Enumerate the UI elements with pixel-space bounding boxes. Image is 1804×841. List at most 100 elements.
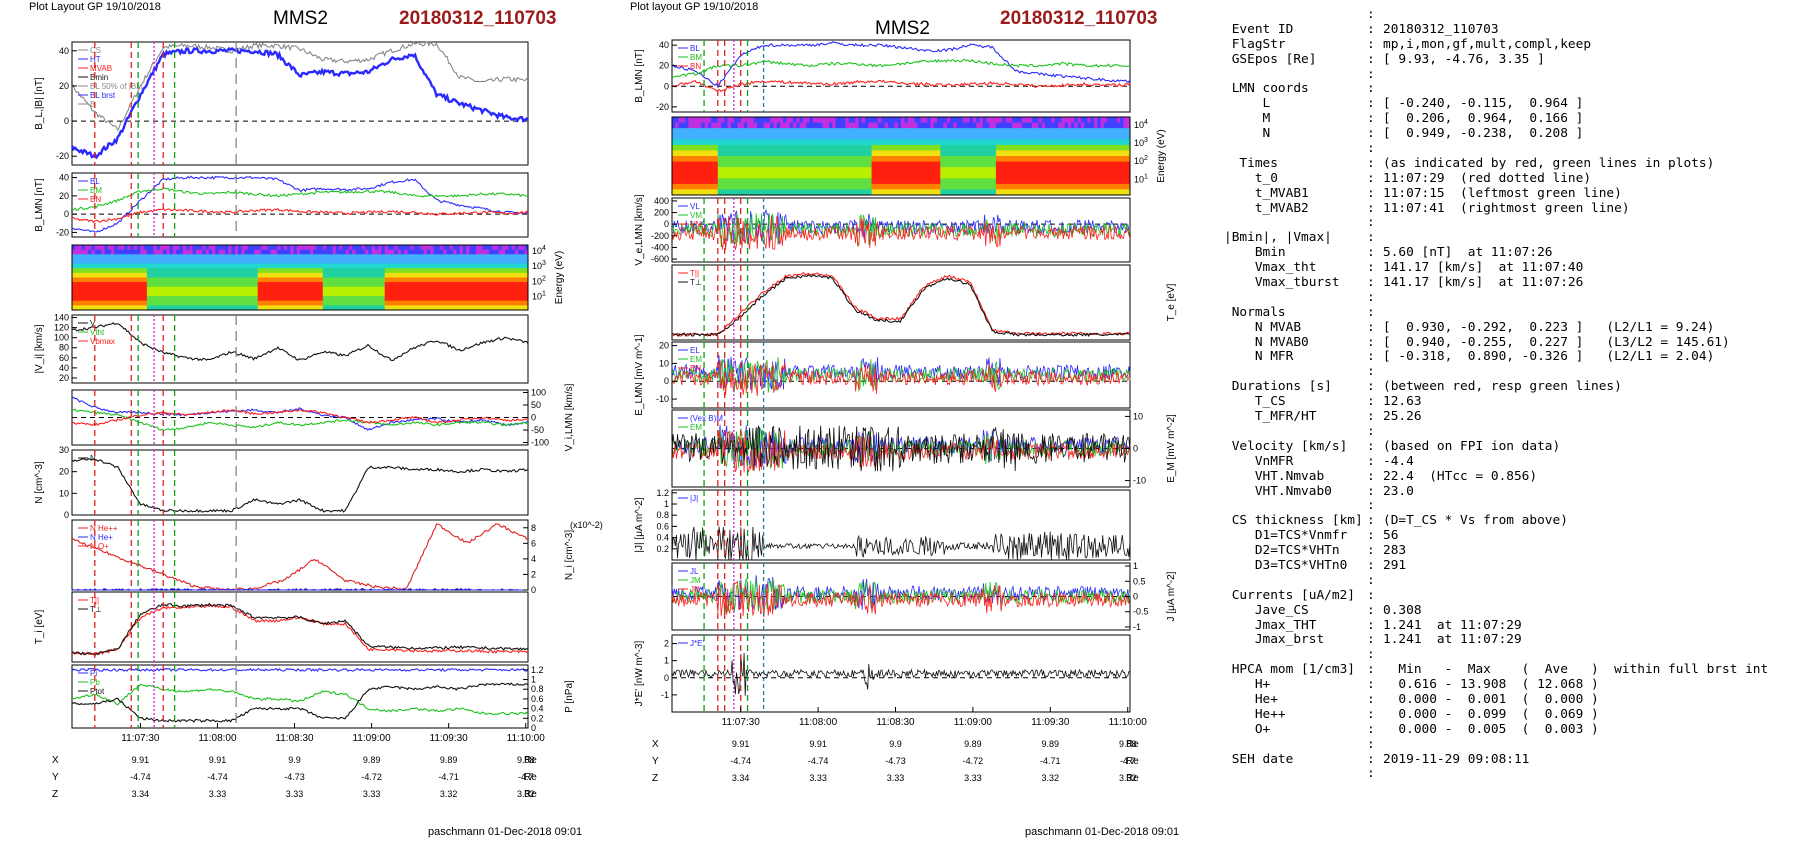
info-colon: : [1367, 678, 1375, 693]
info-colon: : [1367, 305, 1375, 320]
pos-row-value: 3.32 [1042, 773, 1060, 783]
info-line: : [1224, 767, 1799, 782]
pos-row-value: 9.89 [363, 755, 381, 765]
y-tick-label: 6 [531, 538, 536, 548]
series-line [71, 683, 529, 716]
middle-event-title: 20180312_110703 [1000, 8, 1158, 29]
legend-label: VL [690, 202, 700, 211]
info-colon: : [1367, 707, 1375, 722]
info-value: (between red, resp green lines) [1383, 380, 1622, 395]
info-colon: : [1367, 52, 1375, 67]
info-colon: : [1367, 633, 1375, 648]
legend-label: N [90, 454, 96, 463]
panel-ylabel: P [nPa] [564, 680, 575, 713]
info-line: t_MVAB1:11:07:15 (leftmost green line) [1224, 187, 1799, 202]
legend-label: T⊥ [690, 278, 702, 287]
middle-panel-2-spectrogram [672, 117, 1131, 196]
info-key: VHT.Nmvab [1224, 469, 1325, 484]
series-line [70, 46, 529, 160]
info-line: : [1224, 365, 1799, 380]
panel-ylabel: E_LMN [mV m^-1] [634, 334, 645, 416]
y-tick-label: -20 [56, 227, 69, 237]
info-colon: : [1367, 752, 1375, 767]
pos-row-value: -4.74 [730, 756, 751, 766]
series-line [71, 587, 528, 591]
info-colon: : [1367, 529, 1375, 544]
pos-row-value: 3.32 [440, 789, 458, 799]
info-key: T_CS [1224, 395, 1286, 410]
y-tick-label: 1.2 [656, 488, 669, 498]
y-tick-label: 0.6 [531, 694, 544, 704]
info-line: N MVAB: [ 0.930, -0.292, 0.223 ] (L2/L1 =… [1224, 321, 1799, 336]
info-key: D3=TCS*VHTn0 [1224, 558, 1348, 573]
pos-row-label: Z [52, 789, 58, 800]
y-tick-label: 140 [54, 313, 69, 323]
info-line: N: [ 0.949, -0.238, 0.208 ] [1224, 127, 1799, 142]
series-line [71, 322, 529, 362]
info-line: : [1224, 574, 1799, 589]
y-tick-label: 2 [531, 569, 536, 579]
series-line [671, 424, 1131, 472]
pos-row-label: Z [652, 773, 658, 784]
panel-ylabel: E_M [mV m^-2] [1166, 414, 1177, 483]
info-key: Vmax_tburst [1224, 276, 1340, 291]
series-line [671, 652, 1131, 696]
info-colon: : [1367, 499, 1375, 514]
y-tick-label: 0.5 [1133, 576, 1146, 586]
info-key: D2=TCS*VHTn [1224, 544, 1340, 559]
y-tick-label: -20 [56, 151, 69, 161]
info-value: (as indicated by red, green lines in plo… [1383, 156, 1715, 171]
info-colon: : [1367, 22, 1375, 37]
info-key: H+ [1224, 678, 1271, 693]
info-value: 0.308 [1383, 603, 1422, 618]
left-panel-6-frame [71, 449, 529, 516]
info-key: Currents [uA/m2] [1224, 588, 1355, 603]
info-key: CS thickness [km] [1224, 514, 1363, 529]
info-value: 11:07:41 (rightmost green line) [1383, 201, 1630, 216]
y-tick-exponent: 1 [1144, 173, 1148, 180]
legend-label: J*E' [690, 639, 704, 648]
info-key: Bmin [1224, 246, 1286, 261]
panel-ylabel: J [μA m^-2] [1166, 571, 1177, 621]
pos-row-label: Y [652, 756, 659, 767]
info-line: SEH date:2019-11-29 09:08:11 [1224, 753, 1799, 768]
x-tick-label: 11:09:00 [954, 717, 993, 728]
y-tick-label: -200 [651, 231, 669, 241]
panel-ylabel: Energy (eV) [1156, 129, 1167, 182]
pos-row-value: 3.34 [732, 773, 750, 783]
info-key: L [1224, 97, 1271, 112]
info-key: Jmax_THT [1224, 618, 1317, 633]
y-tick-exponent: 4 [542, 245, 546, 252]
y-tick-label: 0 [664, 376, 669, 386]
legend-label: Bmin [90, 73, 108, 82]
pos-row-value: 9.9 [288, 755, 301, 765]
x-tick-label: 11:09:00 [352, 733, 391, 744]
info-value: 291 [1383, 558, 1407, 573]
info-colon: : [1367, 320, 1375, 335]
y-tick-label: 0 [64, 116, 69, 126]
y-tick-label: 0.8 [656, 510, 669, 520]
info-key: N MFR [1224, 350, 1294, 365]
pos-row-label: X [52, 755, 59, 766]
info-value: 1.241 at 11:07:29 [1383, 633, 1522, 648]
legend-label: BL brst [90, 91, 116, 100]
info-value: 1.241 at 11:07:29 [1383, 618, 1522, 633]
info-colon: : [1367, 97, 1375, 112]
info-value: [ -0.240, -0.115, 0.964 ] [1383, 97, 1584, 112]
info-key: Event ID [1224, 22, 1294, 37]
y-tick-label: 20 [59, 191, 69, 201]
legend-label: BM [690, 53, 702, 62]
info-key: VHT.Nmvab0 [1224, 484, 1332, 499]
info-colon: : [1367, 544, 1375, 559]
info-line: O+: 0.000 - 0.005 ( 0.003 ) [1224, 723, 1799, 738]
info-colon: : [1367, 484, 1375, 499]
pos-row-value: 9.88 [517, 755, 535, 765]
y-tick-label: 40 [59, 46, 69, 56]
info-colon: : [1367, 37, 1375, 52]
left-panel-3-spectrogram [72, 245, 529, 311]
middle-panel-9-frame [671, 634, 1131, 713]
info-line: Times: (as indicated by red, green lines … [1224, 157, 1799, 172]
legend-label: Pi [90, 669, 97, 678]
info-line: HPCA mom [1/cm3]: Min - Max ( Ave ) with… [1224, 663, 1799, 678]
info-value: Min - Max ( Ave ) within full brst int [1383, 663, 1769, 678]
